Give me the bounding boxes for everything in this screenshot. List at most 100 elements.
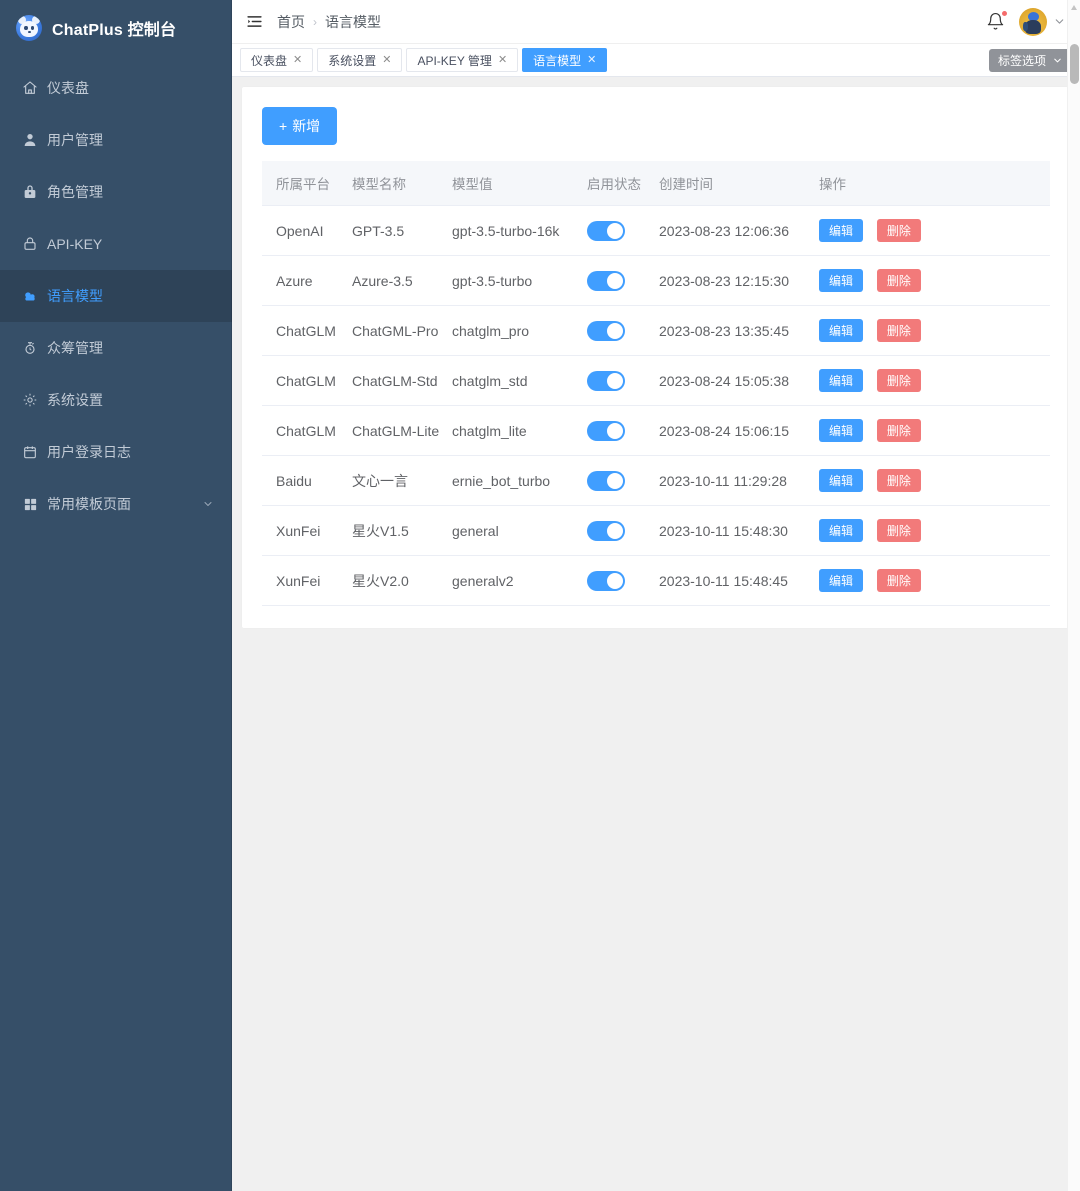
- chevron-down-icon: [1053, 15, 1066, 28]
- close-icon[interactable]: ✕: [382, 53, 392, 66]
- table-header-row: 所属平台 模型名称 模型值 启用状态 创建时间 操作: [262, 161, 1050, 206]
- user-icon: [22, 132, 38, 148]
- sidebar-item-users[interactable]: 用户管理: [0, 114, 232, 166]
- cell-model-name: ChatGLM-Lite: [352, 405, 452, 456]
- sidebar: ChatPlus 控制台 仪表盘 用户管理 角色管理: [0, 0, 232, 1191]
- avatar-menu[interactable]: [1019, 7, 1066, 36]
- cell-enabled-status: [587, 555, 659, 606]
- lock-icon: [22, 236, 38, 252]
- bell-icon[interactable]: [986, 10, 1008, 31]
- close-icon[interactable]: ✕: [497, 53, 508, 66]
- cell-platform: XunFei: [262, 505, 352, 556]
- enable-toggle[interactable]: [587, 520, 625, 541]
- sidebar-item-login-logs[interactable]: 用户登录日志: [0, 426, 232, 478]
- add-button-label: 新增: [292, 118, 321, 134]
- cell-model-name: 星火V2.0: [352, 555, 452, 606]
- sidebar-item-dashboard[interactable]: 仪表盘: [0, 62, 232, 114]
- edit-button[interactable]: 编辑: [819, 219, 863, 242]
- cell-operations: 编辑 删除: [819, 455, 1050, 506]
- enable-toggle[interactable]: [587, 320, 625, 341]
- page-scrollbar[interactable]: [1067, 0, 1080, 1191]
- enable-toggle[interactable]: [587, 220, 625, 241]
- cell-model-value: chatglm_std: [452, 355, 587, 406]
- notification-dot: [1001, 10, 1008, 17]
- sidebar-item-system-settings[interactable]: 系统设置: [0, 374, 232, 426]
- tab-dashboard[interactable]: 仪表盘 ✕: [240, 48, 314, 72]
- table-row: ChatGLM ChatGML-Pro chatglm_pro 2023-08-…: [262, 305, 1050, 356]
- tab-api-key-management[interactable]: API-KEY 管理 ✕: [406, 48, 519, 72]
- delete-button[interactable]: 删除: [876, 319, 921, 342]
- tab-list: 仪表盘 ✕ 系统设置 ✕ API-KEY 管理 ✕ 语言模型 ✕: [240, 44, 611, 76]
- sidebar-item-roles[interactable]: 角色管理: [0, 166, 232, 218]
- column-header-model-value: 模型值: [452, 161, 587, 206]
- cell-operations: 编辑 删除: [819, 355, 1050, 406]
- cell-platform: Azure: [262, 255, 352, 306]
- sidebar-item-api-key[interactable]: API-KEY: [0, 218, 232, 270]
- chevron-down-icon: [1052, 55, 1063, 66]
- cell-enabled-status: [587, 505, 659, 556]
- cell-model-value: generalv2: [452, 555, 587, 606]
- sidebar-item-common-templates[interactable]: 常用模板页面: [0, 478, 232, 530]
- close-icon[interactable]: ✕: [587, 53, 597, 66]
- delete-button[interactable]: 删除: [876, 269, 921, 292]
- sidebar-item-crowdfunding[interactable]: 众筹管理: [0, 322, 232, 374]
- scrollbar-thumb[interactable]: [1070, 44, 1079, 84]
- cell-model-name: Azure-3.5: [352, 255, 452, 306]
- sidebar-item-label: 系统设置: [47, 392, 103, 408]
- enable-toggle[interactable]: [587, 370, 625, 391]
- delete-button[interactable]: 删除: [876, 469, 921, 492]
- cell-model-value: gpt-3.5-turbo: [452, 255, 587, 306]
- sidebar-item-label: 语言模型: [47, 288, 103, 304]
- sidebar-item-label: 用户管理: [47, 132, 103, 148]
- enable-toggle[interactable]: [587, 470, 625, 491]
- delete-button[interactable]: 删除: [876, 369, 921, 392]
- breadcrumb-separator-icon: ›: [313, 14, 317, 29]
- edit-button[interactable]: 编辑: [819, 319, 863, 342]
- breadcrumb-item-home[interactable]: 首页: [277, 13, 305, 30]
- tab-language-model[interactable]: 语言模型 ✕: [522, 48, 608, 72]
- table-row: ChatGLM ChatGLM-Std chatglm_std 2023-08-…: [262, 355, 1050, 406]
- edit-button[interactable]: 编辑: [819, 469, 863, 492]
- tab-label: 仪表盘: [251, 53, 288, 68]
- edit-button[interactable]: 编辑: [819, 269, 863, 292]
- cell-enabled-status: [587, 205, 659, 256]
- edit-button[interactable]: 编辑: [819, 419, 863, 442]
- edit-button[interactable]: 编辑: [819, 369, 863, 392]
- role-icon: [22, 184, 38, 200]
- table-head: 所属平台 模型名称 模型值 启用状态 创建时间 操作: [262, 161, 1050, 206]
- cell-created-time: 2023-08-23 13:35:45: [659, 305, 819, 356]
- enable-toggle[interactable]: [587, 270, 625, 291]
- delete-button[interactable]: 删除: [876, 419, 921, 442]
- tab-label: API-KEY 管理: [417, 53, 492, 68]
- cloud-icon: [22, 288, 38, 304]
- delete-button[interactable]: 删除: [876, 219, 921, 242]
- scroll-up-arrow-icon[interactable]: [1071, 5, 1077, 10]
- cell-platform: ChatGLM: [262, 305, 352, 356]
- cell-model-name: ChatGLM-Std: [352, 355, 452, 406]
- model-list-card: + 新增 所属平台 模型名称 模型值 启用状态: [242, 87, 1070, 628]
- tab-options-dropdown[interactable]: 标签选项: [988, 48, 1072, 72]
- add-button[interactable]: + 新增: [262, 107, 338, 145]
- sidebar-item-label: 众筹管理: [47, 340, 103, 356]
- cell-model-value: gpt-3.5-turbo-16k: [452, 205, 587, 256]
- tab-label: 系统设置: [328, 53, 377, 68]
- sidebar-item-language-model[interactable]: 语言模型: [0, 270, 232, 322]
- enable-toggle[interactable]: [587, 570, 625, 591]
- tabbar: 仪表盘 ✕ 系统设置 ✕ API-KEY 管理 ✕ 语言模型 ✕ 标签选项: [232, 44, 1080, 77]
- cell-model-value: chatglm_pro: [452, 305, 587, 356]
- table-row: XunFei 星火V1.5 general 2023-10-11 15:48:3…: [262, 505, 1050, 556]
- table-body: OpenAI GPT-3.5 gpt-3.5-turbo-16k 2023-08…: [262, 205, 1050, 606]
- tab-system-settings[interactable]: 系统设置 ✕: [317, 48, 403, 72]
- delete-button[interactable]: 删除: [876, 519, 921, 542]
- edit-button[interactable]: 编辑: [819, 519, 863, 542]
- edit-button[interactable]: 编辑: [819, 569, 863, 592]
- menu-fold-icon[interactable]: [246, 13, 263, 30]
- delete-button[interactable]: 删除: [876, 569, 921, 592]
- cell-platform: OpenAI: [262, 205, 352, 256]
- enable-toggle[interactable]: [587, 420, 625, 441]
- cell-platform: ChatGLM: [262, 355, 352, 406]
- close-icon[interactable]: ✕: [293, 53, 303, 66]
- panda-logo-icon: [16, 15, 42, 41]
- brand[interactable]: ChatPlus 控制台: [0, 0, 232, 56]
